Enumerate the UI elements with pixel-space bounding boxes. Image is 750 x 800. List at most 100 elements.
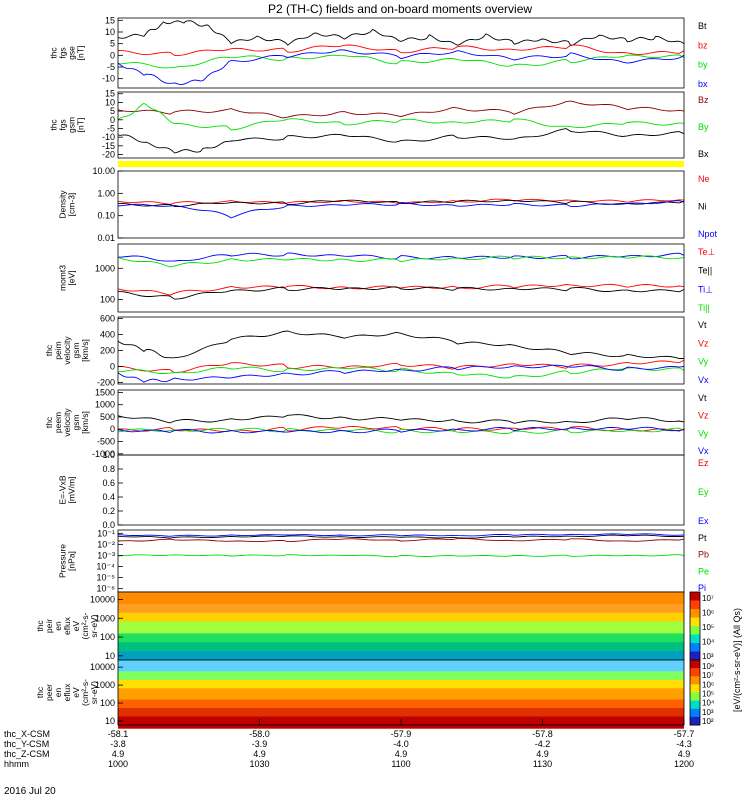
y-tick-label: 10 [105,716,115,726]
heatmap-band [118,710,684,715]
y-axis-label: E=-VxB [58,475,68,504]
y-tick-label: 0 [110,115,115,125]
y-tick-label: 100 [100,698,115,708]
flag-bar [118,161,684,167]
heatmap-band [118,592,684,596]
series-line-Vt [117,330,684,359]
series-line-Vy [117,366,685,379]
y-tick-label: 100 [100,295,115,305]
legend-label: Vy [698,357,709,367]
heatmap-band [118,603,684,608]
panel-frame [117,243,685,313]
y-axis-label: [nPa] [67,551,77,571]
legend-label: Pe [698,566,709,576]
colorbar-segment [690,643,700,652]
panel-efield: 1.0 0.8 0.6 0.4 0.2 0.0 E=-VxB [mV/m] Ez Ey Ex [58,450,710,530]
x-tick-label: 4.9 [395,749,408,759]
colorbar-tick-label: 10⁸ [702,662,714,671]
x-tick-label: 1100 [391,759,410,769]
y-tick-label: 600 [100,314,115,324]
colorbar-segment [690,609,700,618]
heatmap-band [118,696,684,701]
colorbar-segment [690,716,700,726]
y-tick-label: 1.00 [97,188,115,198]
y-tick-label: 0 [110,50,115,60]
y-tick-label: 0.0 [102,520,115,530]
y-tick-label: 0.6 [102,478,115,488]
legend-label: Npot [698,229,718,239]
legend-label: Bz [698,95,709,105]
series-line-Ti⊥ [117,252,685,262]
colorbar-tick-label: 10⁴ [702,699,715,708]
x-tick-label: 4.9 [112,749,125,759]
y-tick-label: -500 [97,437,115,447]
legend-label: Ez [698,458,709,468]
x-tick-label: 1200 [674,759,694,769]
y-tick-label: -5 [107,62,115,72]
heatmap-band [118,679,684,684]
series-line-Vy [117,427,685,434]
y-axis-label: gsm [67,117,77,133]
legend-label: Bx [698,149,709,159]
heatmap-band [118,685,684,690]
colorbar-segment [690,660,700,669]
legend-label: Pb [698,550,709,560]
colorbar-segment [690,617,700,627]
heatmap-band [118,624,684,629]
colorbar-segment [690,684,700,693]
legend-label: by [698,60,708,70]
heatmap-band [118,725,684,729]
y-axis-label: gsm [71,414,81,430]
heatmap-band [118,630,684,635]
y-tick-label: 200 [100,346,115,356]
y-axis-label: [km/s] [80,411,90,434]
legend-label: Te⊥ [698,247,716,257]
x-tick-label: -57.9 [391,729,412,739]
panel-peim_velocity: 600 400 200 0 -200 thc peim velocity gsm [km/s] Vt… [44,314,709,388]
x-tick-label: 4.9 [253,749,266,759]
panel-frame [117,17,685,89]
y-axis-label: Pressure [58,544,68,578]
panel-frame [117,91,685,159]
panel-density: 10.00 1.00 0.10 0.01 Density [cm-3] Ne Ni Npot [58,166,718,243]
y-axis-label: momt3 [58,265,68,291]
y-axis-label: thc [44,416,54,428]
series-line-Vx [117,426,685,434]
y-axis-label: gsm [71,342,81,358]
y-tick-label: 10⁻² [97,539,115,549]
x-tick-label: -3.9 [252,739,268,749]
y-tick-label: 10⁻⁴ [96,562,115,572]
legend-label: Te|| [698,266,712,276]
heatmap-band [118,627,684,632]
colorbar-tick-label: 10⁶ [702,680,714,689]
y-tick-label: 1000 [95,263,115,273]
colorbar-segment [690,700,700,710]
y-axis-label: eflux [62,616,72,635]
legend-label: Vt [698,393,707,403]
y-axis-label: [cm-3] [67,193,77,217]
bottom-axis: thc_X-CSM -58.1 -58.0 -57.9 -57.8 -57.7 thc_Y-… [4,719,694,769]
series-line-Bx [117,128,685,154]
y-tick-label: 5 [110,106,115,116]
colorbar-segment [690,668,700,677]
panel-frame [117,454,685,526]
legend-label: Bt [698,21,707,31]
figure-title: P2 (TH-C) fields and on-board moments ov… [268,2,532,16]
heatmap-band [118,665,684,670]
y-axis-label: fgs [58,47,68,58]
colorbar-caption: [eV/(cm²-s-sr-eV)] (All Qs) [732,608,742,712]
series-line-Vx [117,364,685,383]
y-tick-label: 1000 [95,400,115,410]
y-tick-label: -10 [102,74,115,84]
y-axis-label: en [53,688,63,698]
legend-label: Vx [698,446,709,456]
series-line-Ni [118,199,685,207]
series-line-Pe [117,554,685,558]
y-axis-label: thc [44,344,54,356]
series-line-Te⊥ [117,283,685,296]
series-line-bx [117,49,685,85]
heatmap-band [118,713,684,718]
y-axis-label: gse [67,46,77,60]
